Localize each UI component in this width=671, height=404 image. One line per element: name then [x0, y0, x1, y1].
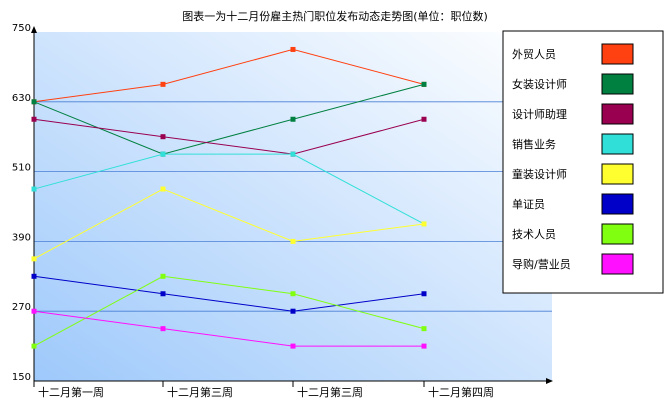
series-line-0	[33, 48, 425, 103]
data-point-6-3	[421, 326, 427, 332]
x-tick-label-3: 十二月第四周	[428, 385, 494, 399]
series-lines	[31, 46, 427, 349]
data-point-0-2	[290, 46, 296, 52]
series-line-7	[33, 310, 424, 347]
data-point-4-3	[421, 221, 427, 227]
data-point-2-0	[31, 116, 37, 122]
data-point-2-3	[421, 116, 427, 122]
legend-label-7: 导购/营业员	[512, 257, 571, 271]
legend-swatch-4	[601, 163, 634, 185]
data-point-7-0	[31, 308, 37, 314]
legend-swatch-3	[601, 133, 634, 155]
data-point-5-1	[160, 291, 166, 297]
x-tick-label-0: 十二月第一周	[38, 385, 104, 399]
x-tick-label-1: 十二月第三周	[167, 385, 233, 399]
data-point-4-1	[160, 186, 166, 192]
data-point-4-0	[31, 256, 37, 262]
data-point-7-3	[421, 343, 427, 349]
data-point-6-1	[160, 273, 166, 279]
x-tick-labels: 十二月第一周 十二月第三周 十二月第三周 十二月第四周	[38, 385, 494, 399]
data-point-6-0	[31, 343, 37, 349]
y-tick-labels: 150 270 390 510 630 750	[12, 23, 31, 383]
legend-label-0: 外贸人员	[512, 48, 556, 61]
y-tick-label-150: 150	[12, 372, 31, 383]
y-axis-arrow	[31, 26, 37, 33]
chart-title: 图表一为十二月份雇主热门职位发布动态走势图(单位：职位数)	[182, 9, 488, 23]
legend-swatch-5	[601, 193, 634, 215]
series-line-3	[33, 153, 425, 225]
data-point-3-0	[31, 186, 37, 192]
axes	[31, 26, 553, 387]
legend-swatch-2	[601, 103, 634, 125]
y-tick-label-750: 750	[12, 23, 31, 34]
legend-label-3: 销售业务	[512, 137, 556, 151]
series-line-6	[33, 275, 425, 347]
data-point-3-2	[290, 151, 296, 157]
plot-area	[34, 32, 552, 381]
data-point-1-0	[31, 99, 37, 105]
data-point-5-3	[421, 291, 427, 297]
legend-swatch-7	[601, 253, 634, 275]
x-tick-label-2: 十二月第三周	[297, 385, 363, 399]
y-tick-label-510: 510	[12, 163, 31, 174]
data-point-4-2	[290, 238, 296, 244]
legend-label-2: 设计师助理	[512, 107, 567, 121]
legend-label-5: 单证员	[512, 198, 545, 211]
series-line-2	[33, 118, 425, 155]
x-axis-arrow	[546, 378, 553, 384]
data-point-1-2	[290, 116, 296, 122]
legend-box	[502, 30, 664, 294]
y-tick-label-390: 390	[12, 232, 31, 243]
legend-swatch-1	[601, 73, 634, 95]
legend-label-1: 女装设计师	[512, 77, 567, 91]
legend-swatch-6	[601, 223, 634, 245]
data-point-7-2	[290, 343, 296, 349]
series-line-4	[33, 188, 425, 260]
y-tick-label-630: 630	[12, 93, 31, 104]
legend-label-6: 技术人员	[512, 228, 556, 241]
data-point-7-1	[160, 326, 166, 332]
data-point-2-1	[160, 134, 166, 140]
legend-label-4: 童装设计师	[512, 167, 567, 181]
data-point-3-1	[160, 151, 166, 157]
data-point-5-2	[290, 308, 296, 314]
data-point-0-1	[160, 81, 166, 87]
y-tick-label-270: 270	[12, 302, 31, 313]
legend-swatch-0	[601, 43, 634, 65]
series-line-5	[33, 275, 425, 312]
data-point-5-0	[31, 273, 37, 279]
data-point-6-2	[290, 291, 296, 297]
data-point-1-3	[421, 81, 427, 87]
